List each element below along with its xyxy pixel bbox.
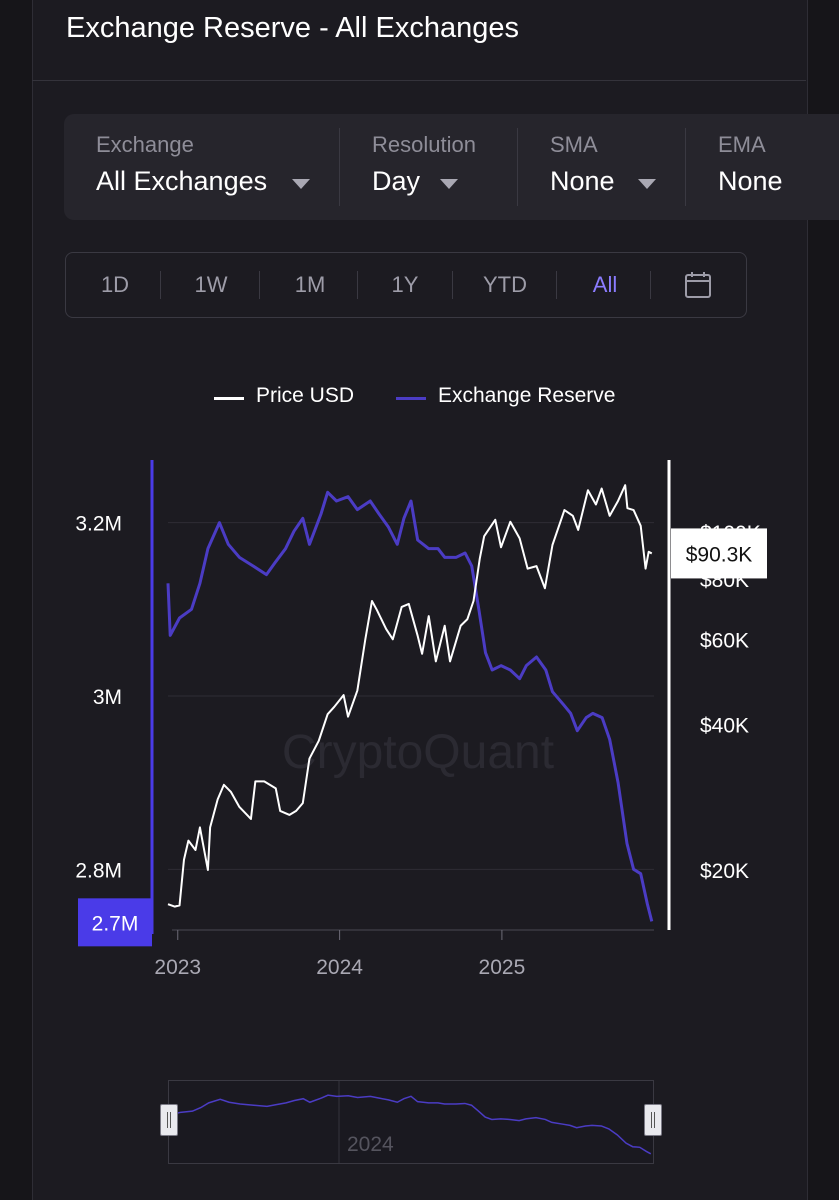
chart-axes: 3.2M3M2.8M$100K$80K$60K$40K$20K202320242… [75,460,767,979]
price-current-badge [671,528,767,579]
range-divider [556,271,557,299]
y-left-tick-label: 3.2M [75,513,122,536]
y-left-tick-label: 3M [93,686,122,709]
sma-value: None [550,166,615,196]
filter-divider [339,128,340,206]
reserve-current-label: 2.7M [92,912,139,935]
range-1m-button[interactable]: 1M [294,272,326,297]
title-bar [32,0,806,81]
time-range-bar: 1D 1W 1M 1Y YTD All [65,252,747,318]
navigator-year-label: 2024 [347,1133,394,1156]
range-divider [357,271,358,299]
range-navigator[interactable] [168,1080,654,1164]
resolution-value: Day [372,166,421,196]
chart-plot[interactable]: CryptoQuant 3.2M3M2.8M$100K$80K$60K$40K$… [0,440,839,1000]
filter-bar: Exchange All Exchanges Resolution Day SM… [64,114,839,220]
range-divider [259,271,260,299]
price-usd-line [167,484,653,908]
legend-price-label: Price USD [256,384,355,407]
calendar-icon [685,272,711,298]
range-ytd-button[interactable]: YTD [483,272,527,297]
x-tick-label: 2025 [479,956,526,979]
range-all-button[interactable]: All [592,272,618,297]
resolution-label: Resolution [372,132,476,157]
legend-reserve-swatch [396,397,426,400]
y-right-tick-label: $60K [700,629,749,652]
navigator-preview [168,1081,652,1163]
range-1d-button[interactable]: 1D [100,272,130,297]
range-divider [160,271,161,299]
reserve-current-badge [78,898,152,947]
navigator-right-handle[interactable] [644,1104,662,1136]
exchange-reserve-line [166,490,654,922]
range-1w-button[interactable]: 1W [194,272,228,297]
exchange-label: Exchange [96,132,194,157]
legend-price-swatch [214,397,244,400]
ema-label: EMA [718,132,766,157]
x-tick-label: 2023 [154,956,201,979]
range-divider [650,271,651,299]
range-divider [452,271,453,299]
chart-series [166,484,654,922]
exchange-value: All Exchanges [96,166,268,196]
watermark-text: CryptoQuant [282,726,554,779]
y-right-tick-label: $20K [700,860,749,883]
legend-reserve-label: Exchange Reserve [438,384,616,407]
navigator-series [168,1094,652,1155]
sma-label: SMA [550,132,598,157]
chevron-down-icon [638,179,656,189]
filter-divider [517,128,518,206]
x-tick-label: 2024 [316,956,363,979]
page-title: Exchange Reserve - All Exchanges [66,12,519,44]
range-1y-button[interactable]: 1Y [391,272,419,297]
navigator-left-handle[interactable] [160,1104,178,1136]
y-left-tick-label: 2.8M [75,859,122,882]
filter-divider [685,128,686,206]
chevron-down-icon [440,179,458,189]
price-current-label: $90.3K [686,543,753,566]
y-right-tick-label: $40K [700,714,749,737]
chart-gridlines [168,522,654,870]
ema-value: None [718,166,783,196]
date-picker-button[interactable] [666,253,730,317]
chevron-down-icon [292,179,310,189]
